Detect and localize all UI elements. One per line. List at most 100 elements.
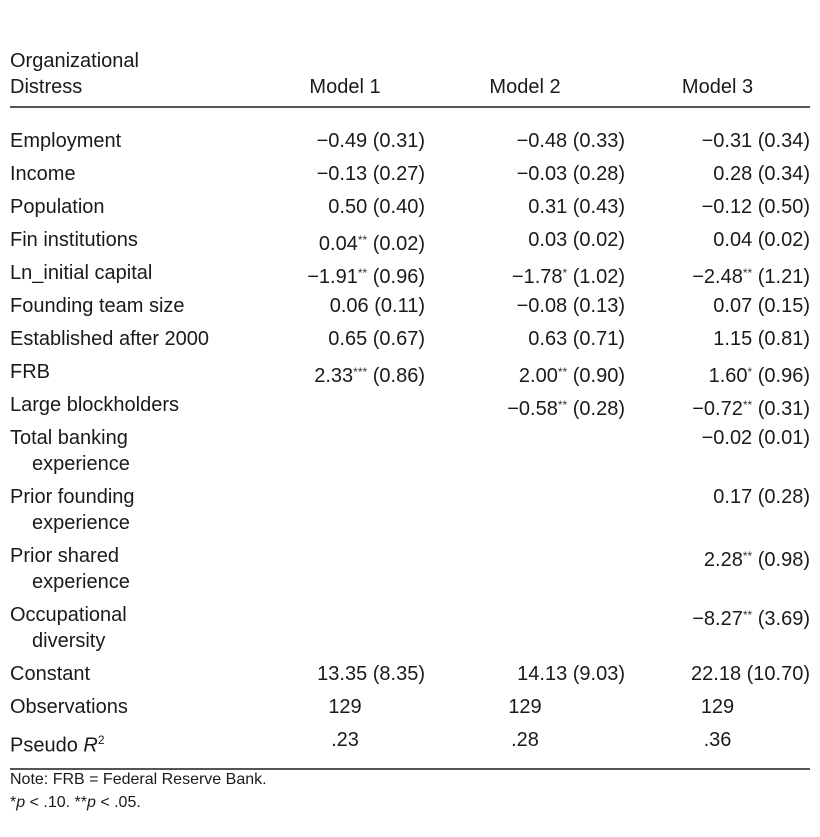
significance-mark: ** <box>357 266 368 280</box>
cell-model-2 <box>425 425 625 484</box>
table-row: Large blockholders −0.58** (0.28) −0.72*… <box>10 392 810 425</box>
row-label: Prior founding experience <box>10 484 265 543</box>
sig-text-2: < .05. <box>95 794 141 811</box>
table-row: Income −0.13 (0.27) −0.03 (0.28) 0.28 (0… <box>10 161 810 194</box>
cell-model-1: −0.13 (0.27) <box>316 163 425 185</box>
table-row: Total banking experience −0.02 (0.01) <box>10 425 810 484</box>
cell-model-1: 0.04** (0.02) <box>265 227 425 260</box>
header-label-line1: Organizational <box>10 50 139 72</box>
significance-mark: ** <box>557 398 568 412</box>
coefficient: −1.78 <box>511 266 563 288</box>
cell-model-1: 2.33*** (0.86) <box>265 359 425 392</box>
cell-model-1: 13.35 (8.35) <box>317 663 425 685</box>
row-label: Ln_initial capital <box>10 262 153 284</box>
sig-text-1: < .10. <box>25 794 75 811</box>
cell-model-2: 14.13 (9.03) <box>517 663 625 685</box>
row-label-line1: Prior founding <box>10 486 135 508</box>
cell-model-2 <box>425 484 625 543</box>
sig-mark-2: ** <box>74 794 87 811</box>
cell-model-2: 0.31 (0.43) <box>528 196 625 218</box>
table-row: FRB 2.33*** (0.86) 2.00** (0.90) 1.60* (… <box>10 359 810 392</box>
cell-model-3: −0.72** (0.31) <box>625 392 810 425</box>
significance-mark: ** <box>742 608 753 622</box>
cell-model-2: −0.03 (0.28) <box>516 163 625 185</box>
cell-model-3: 1.15 (0.81) <box>713 328 810 350</box>
cell-model-1 <box>265 484 425 543</box>
cell-model-1 <box>265 602 425 661</box>
table-row: Prior shared experience 2.28** (0.98) <box>10 543 810 602</box>
standard-error: (1.02) <box>567 266 625 288</box>
row-label-line2: experience <box>32 571 130 593</box>
significance-mark: ** <box>742 398 753 412</box>
cell-model-2: −0.48 (0.33) <box>516 130 625 152</box>
row-label: Large blockholders <box>10 394 179 416</box>
standard-error: (0.98) <box>752 549 810 571</box>
sig-mark-1: * <box>10 794 17 811</box>
coefficient: −0.58 <box>507 398 558 420</box>
row-label-text: Pseudo <box>10 734 84 757</box>
row-label: Income <box>10 163 76 185</box>
standard-error: (0.02) <box>367 233 425 255</box>
table-row: Population 0.50 (0.40) 0.31 (0.43) −0.12… <box>10 194 810 227</box>
cell-model-2: −0.58** (0.28) <box>425 392 625 425</box>
header-model-2: Model 2 <box>489 76 561 98</box>
significance-mark: ** <box>357 233 368 247</box>
table-row: Fin institutions 0.04** (0.02) 0.03 (0.0… <box>10 227 810 260</box>
standard-error: (0.28) <box>567 398 625 420</box>
coefficient: 2.00 <box>518 365 558 387</box>
row-label: Population <box>10 196 105 218</box>
cell-model-1 <box>265 392 425 425</box>
significance-mark: ** <box>742 266 753 280</box>
row-label-line2: experience <box>32 512 130 534</box>
standard-error: (1.21) <box>752 266 810 288</box>
coefficient: 0.04 <box>318 233 358 255</box>
row-label: Prior shared experience <box>10 543 265 602</box>
header-model-3: Model 3 <box>681 76 754 98</box>
note-line-2: *p < .10. **p < .05. <box>10 791 267 814</box>
cell-model-3: 0.28 (0.34) <box>713 163 810 185</box>
cell-model-1 <box>265 543 425 602</box>
table-row: Pseudo R2 .23 .28 .36 <box>10 727 810 769</box>
cell-model-3: 0.04 (0.02) <box>713 229 810 251</box>
row-label-superscript: 2 <box>97 733 105 747</box>
row-label: Observations <box>10 696 128 718</box>
standard-error: (0.96) <box>367 266 425 288</box>
cell-model-2: −0.08 (0.13) <box>516 295 625 317</box>
cell-model-2: 2.00** (0.90) <box>425 359 625 392</box>
significance-mark: ** <box>742 549 753 563</box>
row-label-italic: R <box>83 734 98 757</box>
row-label: FRB <box>10 361 50 383</box>
cell-model-2: 0.63 (0.71) <box>528 328 625 350</box>
table-row: Employment −0.49 (0.31) −0.48 (0.33) −0.… <box>10 107 810 161</box>
coefficient: −8.27 <box>692 608 743 630</box>
cell-model-3: −8.27** (3.69) <box>625 602 810 661</box>
row-label: Fin institutions <box>10 229 138 251</box>
cell-model-2 <box>425 602 625 661</box>
table-header-row: Organizational Distress Model 1 Model 2 … <box>10 40 810 107</box>
row-label: Pseudo R2 <box>10 727 265 769</box>
p-symbol-2: p <box>86 794 96 811</box>
row-label: Employment <box>10 130 122 152</box>
cell-model-3: 129 <box>700 696 735 718</box>
cell-model-3: −0.31 (0.34) <box>701 130 810 152</box>
cell-model-2: .28 <box>511 729 539 751</box>
header-label: Organizational Distress <box>10 40 265 107</box>
table-row: Occupational diversity −8.27** (3.69) <box>10 602 810 661</box>
row-label-line1: Prior shared <box>10 545 119 567</box>
cell-model-1 <box>265 425 425 484</box>
header-model-1: Model 1 <box>309 76 381 98</box>
table-row: Established after 2000 0.65 (0.67) 0.63 … <box>10 326 810 359</box>
cell-model-3: −0.12 (0.50) <box>701 196 810 218</box>
cell-model-1: 129 <box>328 696 362 718</box>
table-note: Note: FRB = Federal Reserve Bank. *p < .… <box>10 768 267 814</box>
cell-model-2 <box>425 543 625 602</box>
coefficient: −2.48 <box>692 266 743 288</box>
table-row: Prior founding experience 0.17 (0.28) <box>10 484 810 543</box>
standard-error: (3.69) <box>752 608 810 630</box>
coefficient: 1.60 <box>708 365 748 387</box>
header-label-line2: Distress <box>10 76 83 98</box>
cell-model-1: −1.91** (0.96) <box>265 260 425 293</box>
cell-model-3: −2.48** (1.21) <box>625 260 810 293</box>
row-label-line1: Total banking <box>10 427 128 449</box>
cell-model-2: −1.78* (1.02) <box>425 260 625 293</box>
